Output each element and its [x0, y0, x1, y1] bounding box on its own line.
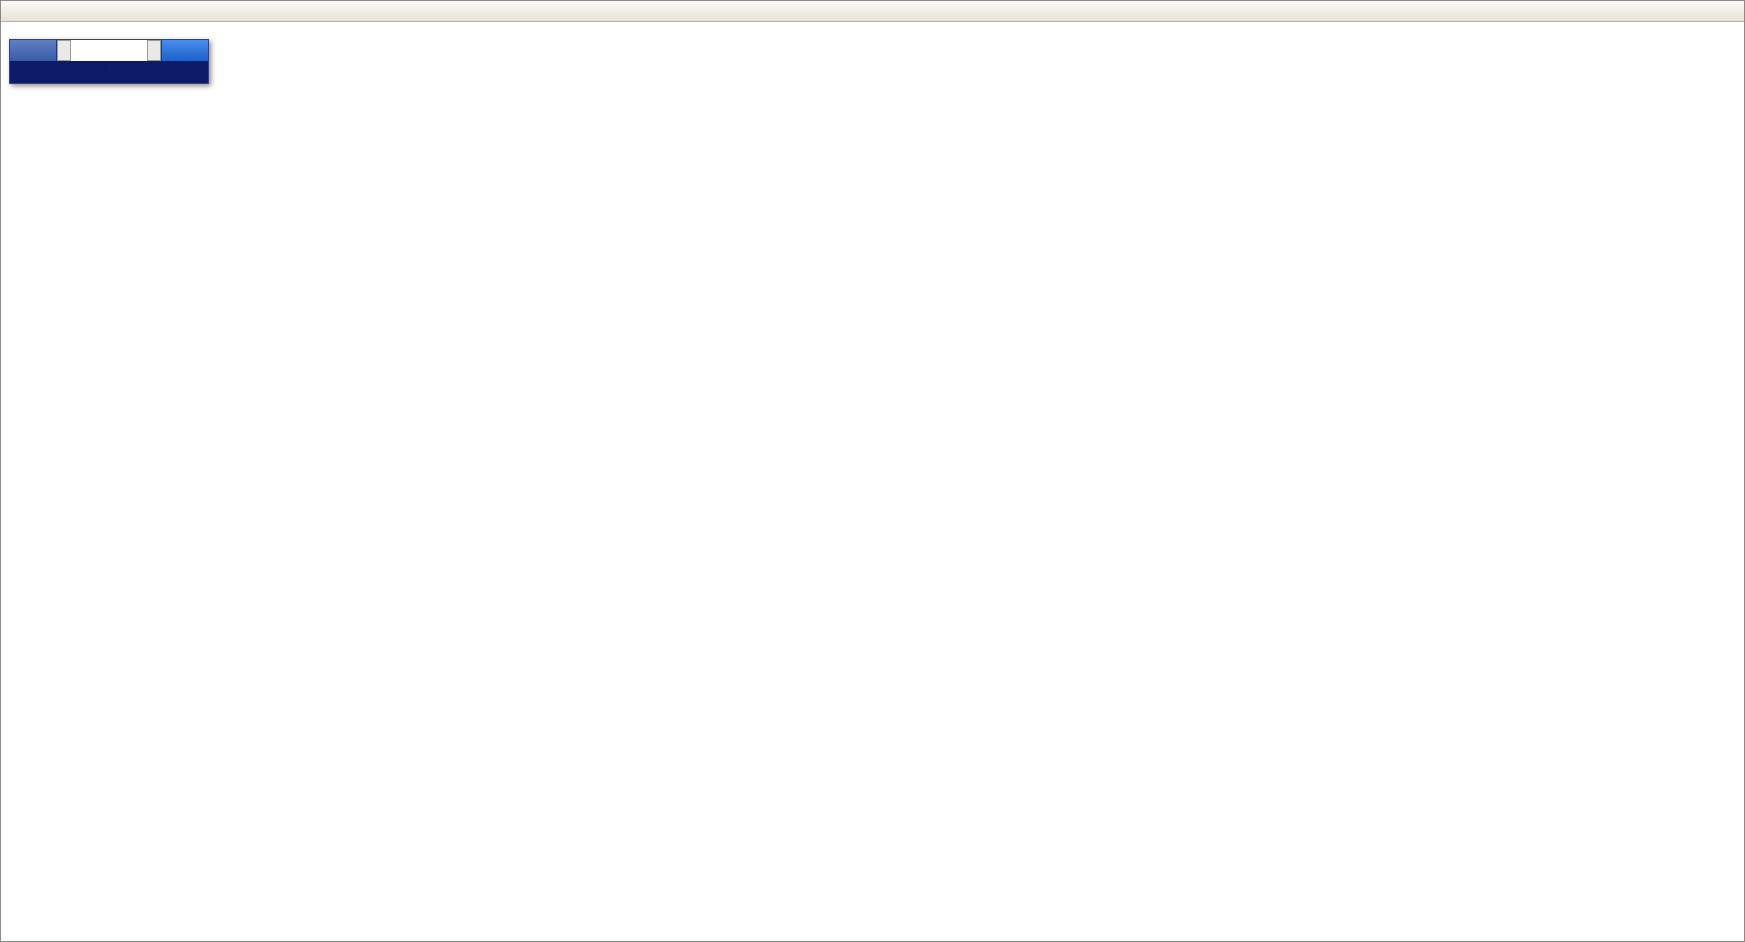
sell-button[interactable] — [10, 40, 57, 61]
toolbar — [1, 1, 1744, 22]
buy-button[interactable] — [161, 40, 208, 61]
price-divider — [108, 64, 110, 78]
volume-input[interactable] — [71, 40, 147, 61]
buy-price[interactable] — [199, 64, 202, 78]
sell-price[interactable] — [16, 64, 19, 78]
volume-increase-button[interactable] — [147, 40, 161, 61]
one-click-trading-panel — [9, 39, 209, 84]
volume-decrease-button[interactable] — [57, 40, 71, 61]
chart-canvas[interactable] — [1, 21, 1744, 831]
chart-info-line — [9, 25, 13, 37]
